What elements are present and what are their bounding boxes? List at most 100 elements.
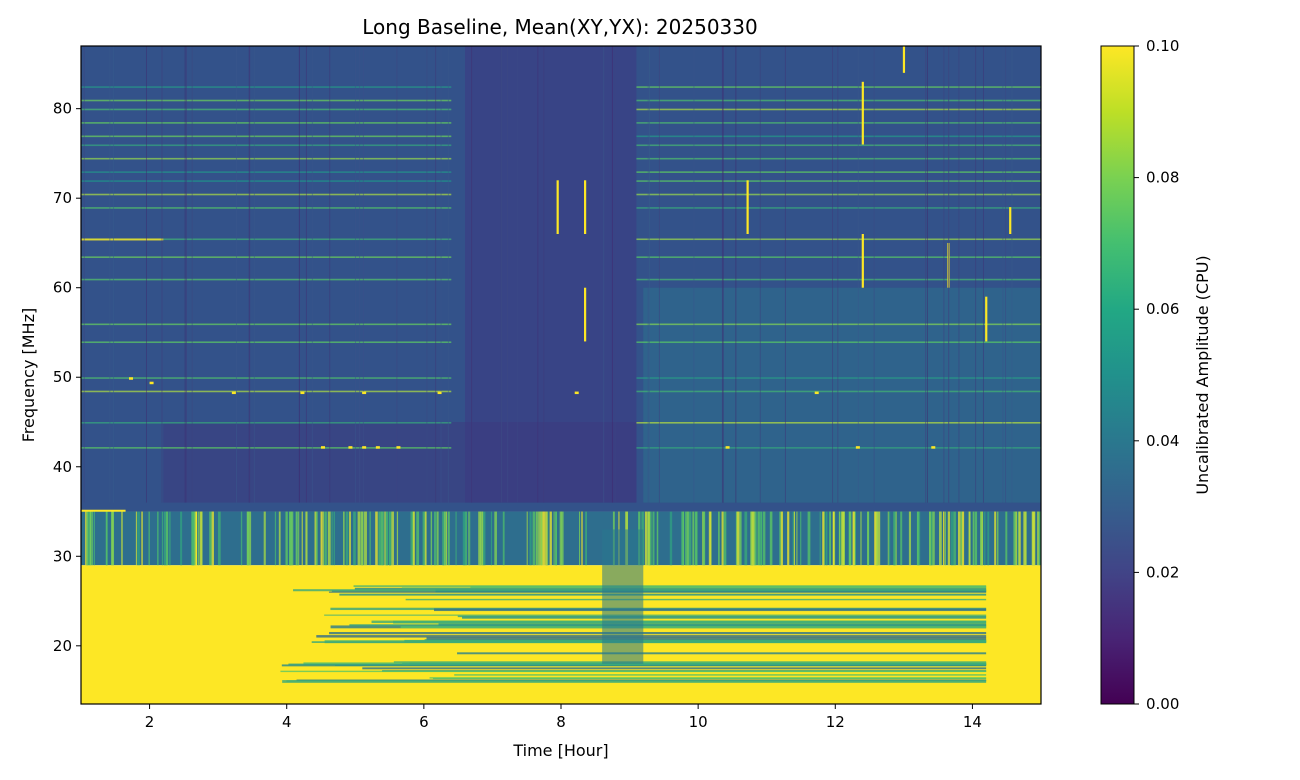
- heatmap-low-stripe: [454, 674, 987, 676]
- spike-spot: [855, 446, 860, 449]
- heatmap-cell-column: [893, 511, 895, 566]
- vertical-streak: [837, 46, 839, 503]
- heatmap-cell-column: [1038, 511, 1041, 566]
- heatmap-low-stripe: [280, 670, 987, 673]
- heatmap-cell-column: [646, 511, 648, 566]
- spike-spot: [437, 391, 442, 395]
- spike-spot: [574, 391, 579, 395]
- rfi-line: [636, 157, 1041, 160]
- vertical-streak: [832, 46, 834, 503]
- heatmap-cell-column: [807, 511, 811, 566]
- heatmap-cell-column: [739, 511, 742, 566]
- vertical-streak: [614, 46, 616, 503]
- heatmap-low-stripe: [349, 624, 987, 627]
- rfi-line: [81, 144, 452, 147]
- heatmap-low-stripe: [282, 680, 987, 683]
- heatmap-cell-column: [997, 511, 999, 566]
- heatmap-cell-column: [549, 511, 552, 566]
- vertical-streak: [109, 46, 111, 503]
- heatmap-cell-column: [529, 511, 532, 566]
- vertical-streak: [648, 46, 650, 503]
- heatmap-low-stripe: [470, 586, 987, 589]
- heatmap-cell-column: [478, 511, 481, 566]
- heatmap-cell-column: [682, 511, 685, 566]
- heatmap-cell-column: [957, 511, 961, 566]
- heatmap-cell-column: [369, 511, 371, 566]
- heatmap-cell-column: [994, 511, 997, 566]
- heatmap-cell-column: [585, 511, 587, 566]
- vertical-streak: [359, 46, 361, 503]
- rfi-line: [81, 122, 452, 124]
- heatmap-cell-column: [829, 511, 832, 566]
- vertical-streak: [396, 46, 398, 503]
- heatmap-cell-column: [357, 511, 361, 566]
- spike-spot: [129, 377, 133, 380]
- heatmap-low-stripe: [426, 637, 987, 640]
- heatmap-cell-column: [345, 511, 349, 566]
- colorbar-ticks: 0.00 0.02 0.04 0.06 0.08 0.10: [1134, 37, 1179, 713]
- heatmap-cell-column: [384, 511, 387, 566]
- rfi-line: [81, 278, 452, 281]
- vertical-streak: [926, 46, 928, 503]
- heatmap-cell-column: [648, 511, 652, 566]
- heatmap-cell-column: [290, 511, 294, 566]
- heatmap-cell-column: [1005, 511, 1008, 566]
- heatmap-cell-column: [987, 511, 990, 566]
- heatmap-cell-column: [984, 511, 986, 566]
- heatmap-cell-column: [692, 511, 695, 566]
- heatmap-cell-column: [787, 511, 790, 566]
- heatmap-green-region: [643, 287, 1041, 503]
- heatmap-cell-column: [199, 511, 202, 566]
- heatmap-cell-column: [751, 511, 755, 566]
- heatmap-cell-column: [502, 511, 505, 566]
- heatmap-cell-column: [482, 511, 486, 566]
- heatmap-cell-column: [769, 511, 773, 566]
- vertical-streak: [362, 46, 364, 503]
- heatmap-central-streak: [602, 529, 644, 664]
- heatmap-cell-column: [1023, 511, 1026, 566]
- colorbar-tick-label: 0.00: [1146, 695, 1179, 713]
- vertical-streak: [1009, 207, 1012, 234]
- heatmap-cell-column: [917, 511, 921, 566]
- heatmap-cell-column: [90, 511, 92, 566]
- vertical-streak: [925, 46, 927, 503]
- rfi-line: [636, 256, 1041, 258]
- spike-spot: [725, 446, 730, 449]
- vertical-streak: [1005, 46, 1007, 503]
- heatmap-cell-column: [166, 511, 169, 566]
- heatmap-cell-column: [436, 511, 439, 566]
- heatmap-cell-column: [161, 511, 164, 566]
- heatmap-cell-column: [860, 511, 862, 566]
- rfi-line: [81, 207, 452, 209]
- heatmap-cell-column: [581, 511, 583, 566]
- y-tick-label: 60: [53, 279, 72, 297]
- heatmap-low-stripe: [462, 616, 987, 619]
- vertical-streak: [1011, 46, 1013, 503]
- vertical-streak: [958, 46, 960, 503]
- vertical-streak: [584, 180, 587, 234]
- heatmap-cell-column: [832, 511, 835, 566]
- heatmap-cell-column: [430, 511, 433, 566]
- heatmap-low-stripe: [457, 652, 987, 655]
- heatmap-cell-column: [555, 511, 557, 566]
- heatmap-cell-column: [444, 511, 446, 566]
- rfi-line: [636, 171, 1041, 173]
- heatmap-cell-column: [916, 511, 919, 566]
- vertical-streak: [873, 46, 875, 503]
- heatmap-cell-column: [360, 511, 364, 566]
- heatmap-cell-column: [1015, 511, 1017, 566]
- vertical-streak: [471, 46, 473, 503]
- rfi-line: [636, 422, 1041, 424]
- heatmap-cell-column: [867, 511, 869, 566]
- rfi-line: [81, 135, 452, 138]
- heatmap-cell-column: [779, 511, 781, 566]
- heatmap-cell-column: [900, 511, 903, 566]
- heatmap-cell-column: [106, 511, 108, 566]
- x-tick-label: 8: [556, 713, 566, 731]
- vertical-streak: [354, 46, 356, 503]
- vertical-streak: [516, 46, 518, 503]
- heatmap-cell-column: [947, 511, 951, 566]
- heatmap-cell-column: [848, 511, 852, 566]
- heatmap-cell-column: [792, 511, 795, 566]
- heatmap-cell-column: [757, 511, 760, 566]
